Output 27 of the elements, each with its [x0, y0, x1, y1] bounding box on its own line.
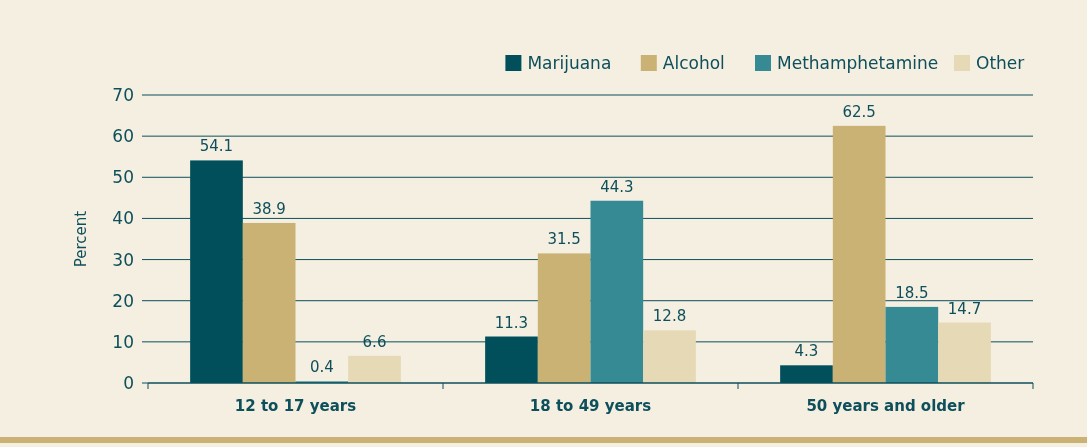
y-tick-label: 30	[112, 249, 134, 270]
data-label: 44.3	[600, 177, 634, 196]
y-tick-label: 20	[112, 290, 134, 311]
y-axis-title: Percent	[72, 210, 90, 268]
y-tick-label: 60	[112, 126, 134, 147]
y-tick-label: 70	[112, 85, 134, 105]
data-label: 38.9	[252, 199, 286, 218]
data-label: 54.1	[199, 137, 234, 156]
data-label: 11.3	[494, 313, 529, 332]
data-label: 0.4	[309, 358, 334, 377]
data-label: 12.8	[652, 307, 687, 326]
data-label: 62.5	[842, 102, 876, 121]
data-label: 18.5	[895, 283, 929, 302]
data-label: 4.3	[794, 342, 819, 361]
legend-label: Methamphetamine	[777, 53, 939, 73]
y-tick-label: 50	[112, 167, 134, 188]
x-tick-label: 18 to 49 years	[529, 397, 652, 415]
data-label: 14.7	[947, 299, 982, 318]
data-label: 31.5	[547, 230, 581, 249]
x-tick-label: 50 years and older	[806, 397, 966, 415]
y-tick-label: 0	[123, 373, 134, 393]
x-tick-label: 12 to 17 years	[234, 397, 357, 415]
y-tick-label: 40	[112, 208, 134, 229]
legend-label: Marijuana	[527, 53, 612, 73]
y-tick-label: 10	[112, 331, 134, 352]
legend-label: Alcohol	[662, 53, 725, 73]
legend-label: Other	[976, 53, 1025, 73]
